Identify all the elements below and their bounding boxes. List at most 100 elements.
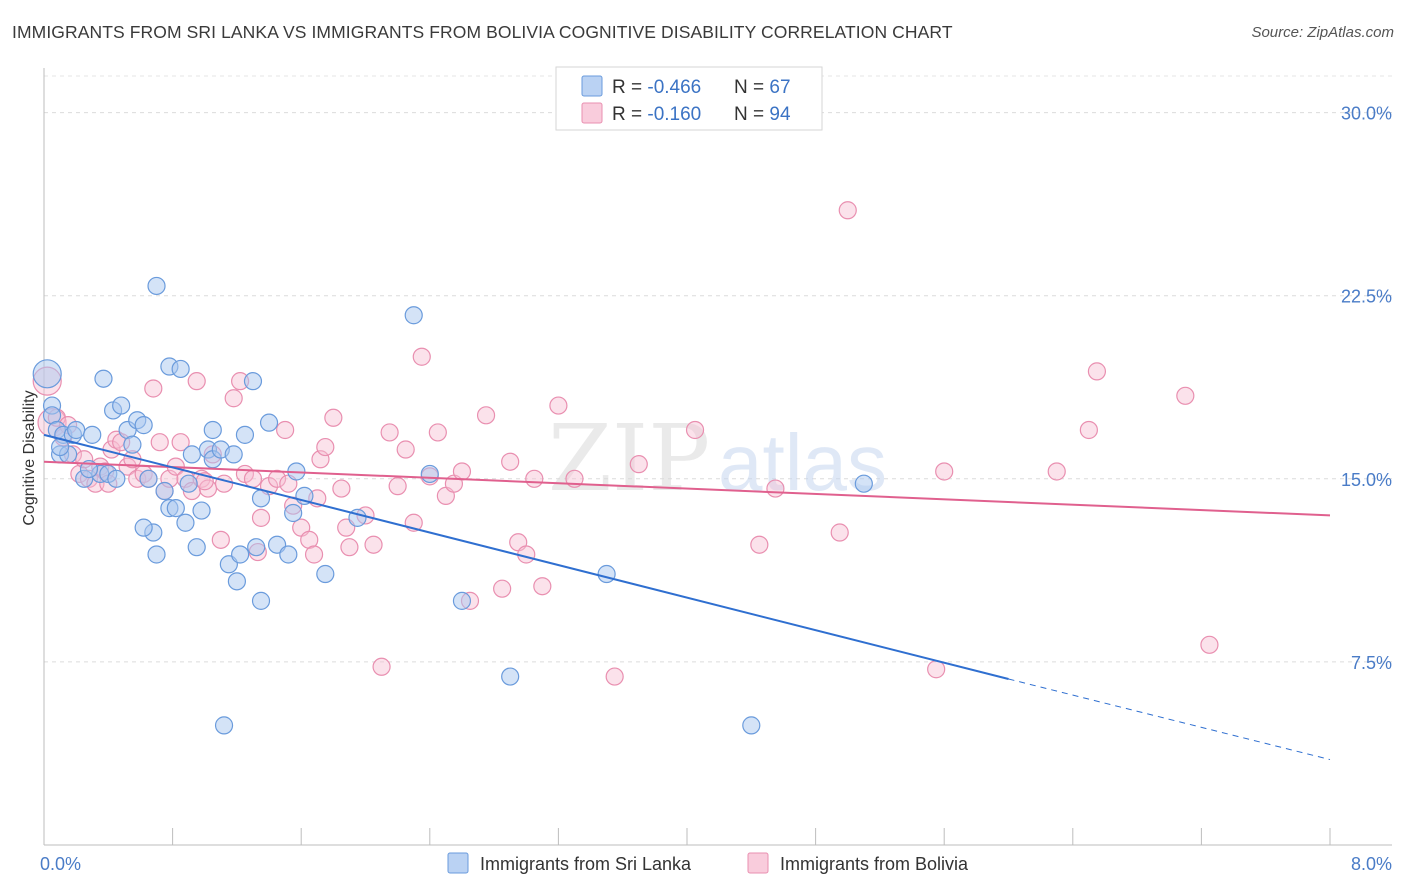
legend-swatch-sri-lanka — [581, 75, 603, 97]
trend-lines — [43, 433, 1331, 761]
sri-lanka-point-64 — [79, 459, 99, 479]
y-axis-label: Cognitive Disability — [21, 390, 38, 525]
bolivia-point-63 — [428, 423, 447, 442]
legend-swatch-bolivia — [581, 102, 603, 124]
axes — [43, 68, 1392, 846]
y-tick-label-2: 22.5% — [1341, 287, 1392, 307]
bolivia-point-55 — [364, 535, 383, 554]
bolivia-point-70 — [501, 452, 520, 471]
bolivia-point-53 — [340, 538, 359, 557]
bolivia-point-25 — [171, 433, 190, 452]
sri-lanka-point-45 — [247, 538, 266, 557]
bolivia-point-78 — [629, 455, 648, 474]
sri-lanka-point-38 — [214, 716, 234, 735]
bolivia-point-69 — [493, 579, 512, 598]
sri-lanka-point-25 — [155, 481, 174, 501]
legend-r-label-0: R = — [612, 77, 647, 98]
bottom-legend-sri-lanka: Immigrants from Sri Lanka — [480, 854, 692, 874]
bolivia-point-61 — [412, 347, 431, 366]
bolivia-point-57 — [380, 423, 399, 442]
sri-lanka-point-56 — [420, 464, 439, 484]
sri-lanka-point-8 — [67, 420, 86, 440]
sri-lanka-points — [32, 276, 873, 735]
bolivia-point-87 — [1079, 420, 1098, 440]
legend-n-value-0: 67 — [769, 77, 790, 98]
sri-lanka-point-0 — [32, 359, 62, 389]
sri-lanka-point-63 — [182, 445, 201, 464]
bolivia-point-37 — [243, 469, 263, 488]
bolivia-point-75 — [549, 396, 568, 415]
sri-lanka-point-57 — [452, 591, 472, 610]
bottom-legend: Immigrants from Sri Lanka Immigrants fro… — [447, 852, 969, 874]
bolivia-point-84 — [927, 660, 946, 679]
bolivia-point-80 — [750, 535, 769, 554]
sri-lanka-trend-extension — [1008, 678, 1331, 761]
sri-lanka-point-50 — [284, 503, 303, 523]
sri-lanka-point-16 — [112, 396, 131, 415]
sri-lanka-point-44 — [243, 372, 263, 391]
bolivia-point-79 — [685, 420, 705, 440]
svg-text:R = -0.466: R = -0.466 — [612, 77, 701, 98]
sri-lanka-point-61 — [854, 474, 873, 493]
bottom-legend-bolivia: Immigrants from Bolivia — [780, 854, 969, 874]
bolivia-point-49 — [316, 437, 335, 457]
sri-lanka-point-60 — [742, 716, 761, 735]
sri-lanka-point-55 — [404, 306, 423, 325]
watermark-atlas: atlas — [718, 418, 887, 507]
y-tick-label-3: 30.0% — [1341, 104, 1392, 124]
sri-lanka-point-65 — [251, 489, 271, 508]
sri-lanka-point-24 — [147, 276, 166, 296]
bolivia-trend-line — [43, 460, 1331, 517]
bolivia-point-88 — [1087, 362, 1107, 381]
svg-text:N = 94: N = 94 — [734, 104, 791, 125]
bolivia-point-42 — [276, 420, 295, 440]
bolivia-point-86 — [1047, 462, 1066, 481]
sri-lanka-point-66 — [134, 518, 153, 537]
legend-n-label-0: N = — [734, 77, 769, 98]
bolivia-point-39 — [251, 508, 271, 527]
y-tick-label-0: 7.5% — [1351, 653, 1392, 673]
svg-text:N = 67: N = 67 — [734, 77, 791, 98]
sri-lanka-point-28 — [166, 499, 185, 518]
bolivia-point-51 — [332, 479, 351, 498]
bolivia-point-82 — [830, 523, 849, 542]
bottom-legend-swatch-bolivia — [747, 852, 769, 874]
bolivia-point-89 — [1176, 386, 1195, 405]
chart-source: Source: ZipAtlas.com — [1251, 24, 1394, 41]
sri-lanka-point-15 — [107, 469, 126, 488]
bottom-legend-swatch-sri-lanka — [447, 852, 469, 874]
sri-lanka-point-53 — [316, 564, 335, 584]
bolivia-point-56 — [372, 657, 391, 676]
watermark-zip: ZIP — [548, 405, 710, 512]
sri-lanka-point-10 — [83, 425, 102, 444]
bolivia-point-34 — [224, 389, 243, 408]
bolivia-point-47 — [304, 545, 324, 564]
sri-lanka-point-32 — [187, 538, 206, 557]
sri-lanka-point-30 — [176, 513, 195, 532]
sri-lanka-point-49 — [279, 545, 298, 564]
bolivia-point-68 — [476, 406, 496, 425]
sri-lanka-point-12 — [94, 369, 113, 388]
chart-title: IMMIGRANTS FROM SRI LANKA VS IMMIGRANTS … — [12, 22, 953, 42]
bolivia-point-77 — [605, 667, 624, 686]
bolivia-point-83 — [838, 201, 857, 220]
bolivia-point-20 — [144, 379, 163, 398]
legend-r-label-1: R = — [612, 104, 647, 125]
sri-lanka-point-36 — [203, 420, 222, 440]
x-tick-label-0: 0.0% — [40, 854, 81, 874]
bolivia-point-90 — [1200, 635, 1219, 654]
sri-lanka-point-43 — [235, 425, 255, 444]
y-tick-labels: 7.5% 15.0% 22.5% 30.0% — [1341, 104, 1392, 673]
sri-lanka-point-29 — [171, 359, 190, 379]
bolivia-point-50 — [324, 408, 343, 427]
bolivia-point-21 — [150, 433, 169, 452]
bolivia-point-28 — [187, 372, 206, 391]
legend-n-value-1: 94 — [769, 104, 791, 125]
sri-lanka-point-41 — [227, 572, 246, 591]
y-tick-label-1: 15.0% — [1341, 470, 1392, 490]
x-tick-label-1: 8.0% — [1351, 854, 1392, 874]
sri-lanka-point-23 — [147, 545, 166, 564]
bolivia-point-58 — [388, 477, 407, 496]
bolivia-point-59 — [396, 440, 415, 459]
